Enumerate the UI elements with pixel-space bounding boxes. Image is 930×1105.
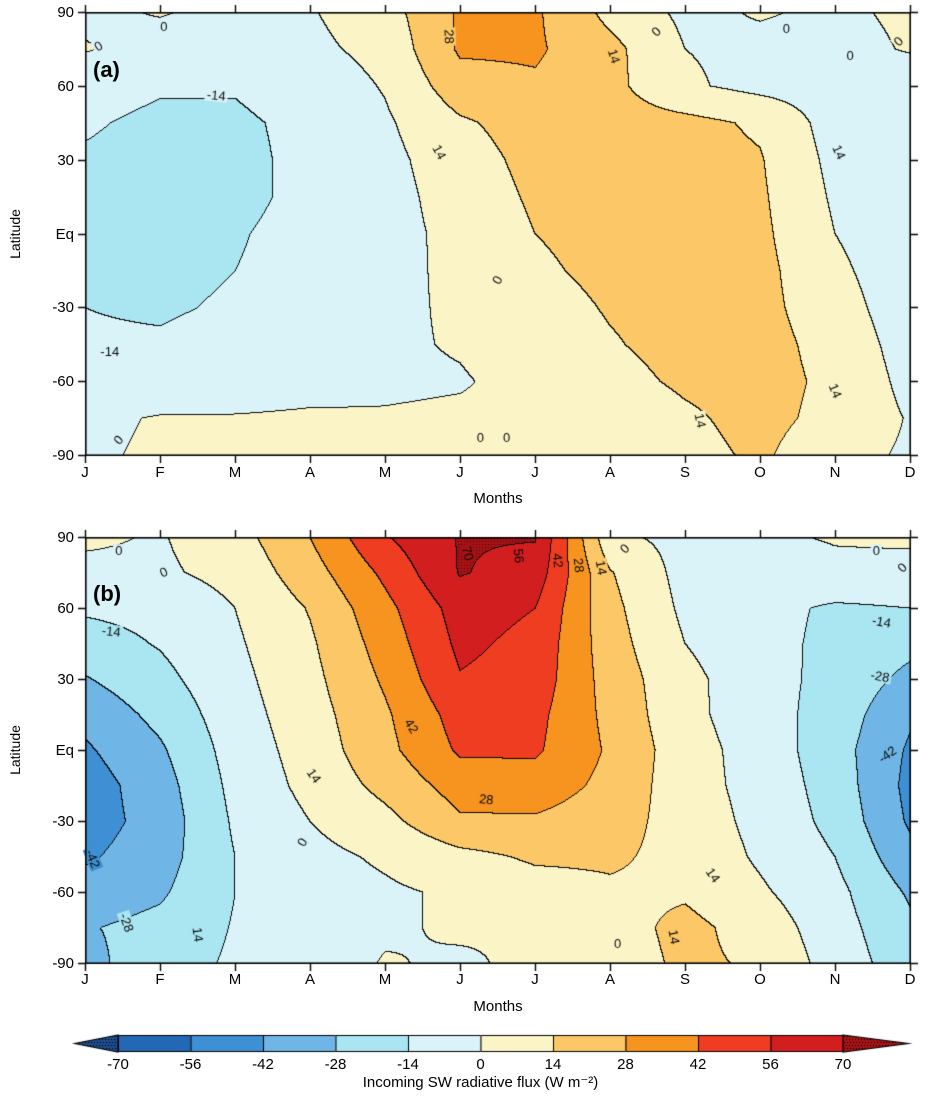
panel-a-xtick-9: O	[754, 464, 766, 481]
panel-a-xtick-8: S	[679, 464, 690, 481]
panel-a-ytick-5: -60	[52, 373, 74, 391]
panel-a-ytick-2: 30	[57, 151, 74, 169]
colorbar-tick-6: 14	[544, 1056, 562, 1073]
panel-a-xtick-7: A	[604, 464, 615, 481]
colorbar-tick-8: 42	[689, 1056, 707, 1073]
panel-a-contour-plot	[73, 0, 923, 468]
colorbar-tick-5: 0	[476, 1056, 485, 1073]
panel-a-xtick-4: M	[378, 464, 392, 481]
panel-b-xtick-8: S	[679, 971, 690, 988]
panel-b-xtick-7: A	[604, 971, 615, 988]
panel-b-xtick-1: F	[155, 971, 165, 988]
colorbar-tick-0: -70	[107, 1056, 129, 1073]
panel-a-xaxis-title: Months	[473, 490, 523, 507]
panel-a-xtick-3: A	[304, 464, 315, 481]
panel-b-xtick-9: O	[754, 971, 766, 988]
panel-b-xtick-4: M	[378, 971, 392, 988]
panel-b-ytick-5: -60	[52, 884, 74, 901]
panel-b-xaxis-title: Months	[473, 998, 523, 1015]
panel-b-contour-plot	[73, 525, 923, 976]
colorbar-title: Incoming SW radiative flux (W m⁻²)	[362, 1074, 599, 1091]
panel-b-xtick-5: J	[456, 971, 464, 988]
panel-b-ytick-2: 30	[57, 671, 74, 688]
panel-a-xtick-10: N	[829, 464, 841, 481]
colorbar	[0, 1027, 930, 1077]
panel-a-ytick-4: -30	[52, 299, 74, 317]
colorbar-tick-3: -28	[324, 1056, 347, 1073]
panel-b-xtick-0: J	[81, 971, 89, 988]
panel-b-ytick-4: -30	[52, 813, 74, 830]
panel-a-xtick-0: J	[81, 464, 89, 481]
colorbar-tick-7: 28	[617, 1056, 634, 1073]
panel-a-label: (a)	[93, 57, 120, 82]
panel-a-xtick-5: J	[456, 464, 464, 481]
panel-a-ytick-1: 60	[57, 77, 74, 95]
panel-a-xtick-2: M	[228, 464, 242, 481]
panel-b-ytick-3: Eq	[55, 742, 74, 759]
colorbar-tick-10: 70	[834, 1056, 852, 1073]
panel-a-xtick-11: D	[904, 464, 916, 481]
panel-b-ytick-1: 60	[57, 600, 74, 617]
panel-a-xtick-6: J	[531, 464, 539, 481]
panel-b-xtick-10: N	[829, 971, 841, 988]
panel-b-label: (b)	[93, 581, 122, 606]
colorbar-tick-4: -14	[397, 1056, 419, 1073]
panel-b-xtick-3: A	[304, 971, 315, 988]
panel-b-xtick-2: M	[228, 971, 242, 988]
panel-a-ytick-0: 90	[57, 4, 74, 21]
panel-a-xtick-1: F	[155, 464, 165, 481]
colorbar-tick-9: 56	[762, 1056, 779, 1073]
panel-b-yaxis-title: Latitude	[7, 725, 23, 775]
panel-b-xtick-6: J	[531, 971, 539, 988]
colorbar-tick-2: -42	[252, 1056, 274, 1073]
panel-a-ytick-3: Eq	[55, 225, 74, 243]
panel-b-ytick-0: 90	[57, 529, 74, 546]
colorbar-tick-1: -56	[179, 1056, 202, 1073]
panel-a-yaxis-title: Latitude	[7, 209, 23, 259]
panel-b-ytick-6: -90	[52, 955, 74, 972]
panel-b-xtick-11: D	[904, 971, 916, 988]
panel-a-ytick-6: -90	[52, 447, 74, 464]
